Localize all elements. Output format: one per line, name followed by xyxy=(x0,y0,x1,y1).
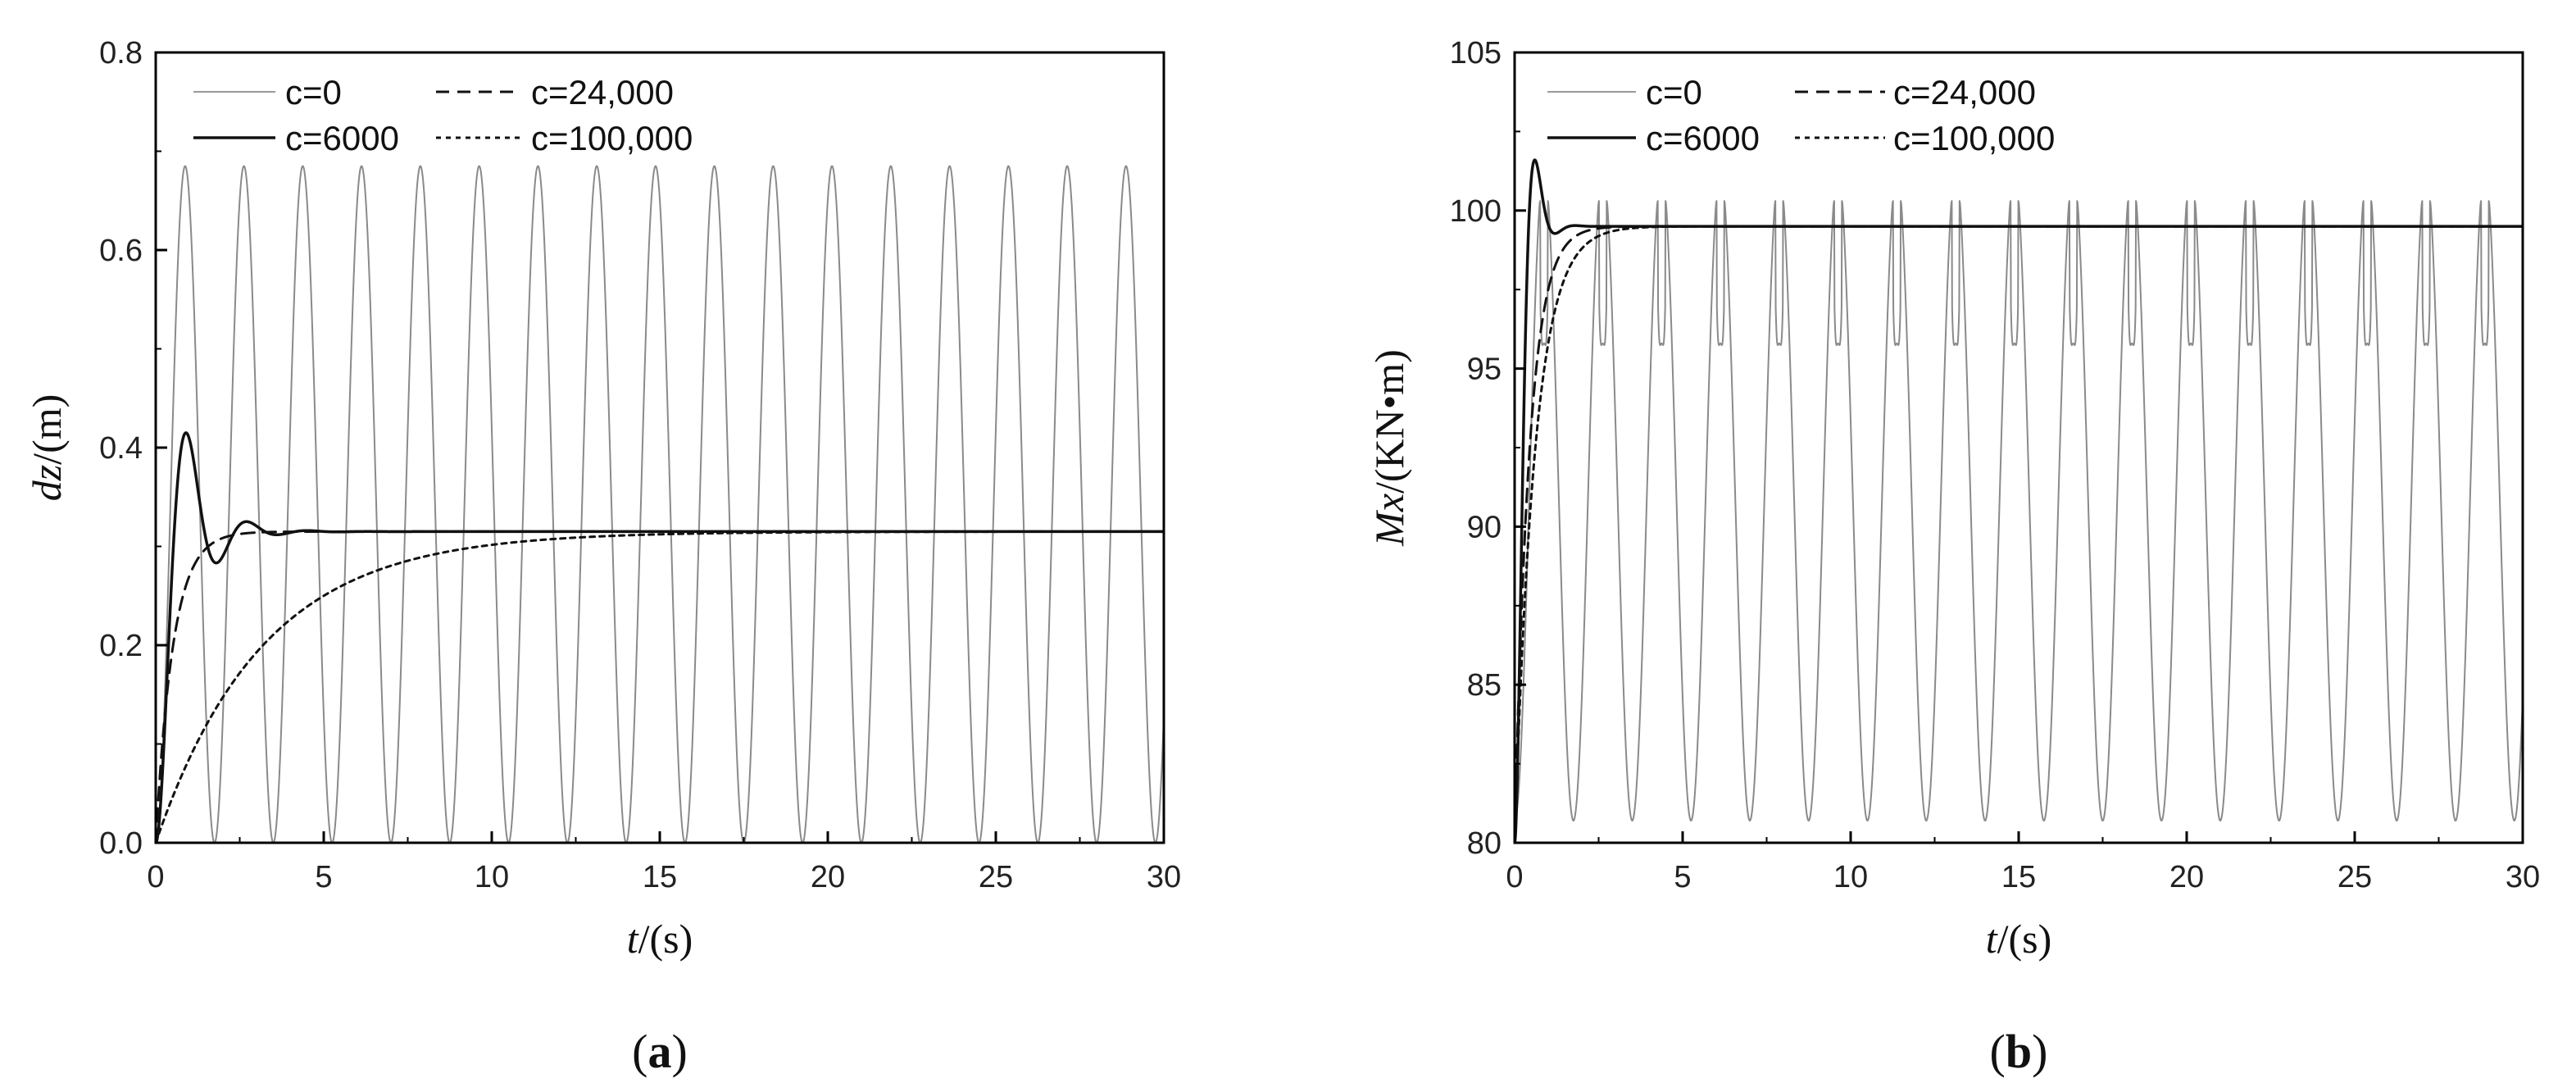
x-tick-label-a: 5 xyxy=(315,860,332,894)
legend-b-label-c100000: c=100,000 xyxy=(1893,119,2055,157)
series-line-a-c100000 xyxy=(156,530,1164,843)
y-axis-label-b: Mx/(KN•m) xyxy=(1366,349,1412,547)
y-tick-label-b: 100 xyxy=(1450,194,1502,229)
y-tick-label-a: 0.8 xyxy=(99,36,143,71)
y-axis-unit-b: /(KN•m) xyxy=(1366,349,1412,494)
x-tick-label-a: 10 xyxy=(475,860,509,894)
legend-a-label-c100000: c=100,000 xyxy=(531,119,693,157)
legend-a-label-c0: c=0 xyxy=(285,73,342,111)
legend-b: c=0 c=24,000 c=6000 c=100,000 xyxy=(1547,73,2055,157)
y-tick-label-b: 105 xyxy=(1450,36,1502,71)
x-tick-label-b: 0 xyxy=(1506,860,1523,894)
y-tick-label-a: 0.4 xyxy=(99,431,143,466)
x-tick-label-b: 15 xyxy=(2001,860,2036,894)
series-line-a-c0 xyxy=(156,165,1164,843)
x-tick-label-b: 20 xyxy=(2169,860,2204,894)
legend-a-label-c24000: c=24,000 xyxy=(531,73,674,111)
x-axis-var-a: t xyxy=(627,916,639,962)
chart-panel-b: 0 5 10 15 20 25 30 80 85 90 95 100 105 c=0 c=24,000 … xyxy=(1366,36,2540,1078)
x-axis-unit-b: /(s) xyxy=(1997,916,2052,962)
series-line-b-c100000 xyxy=(1515,225,2523,843)
y-tick-label-a: 0.0 xyxy=(99,826,143,861)
x-axis-label-b: t/(s) xyxy=(1986,916,2052,962)
panel-label-a: (a) xyxy=(632,1025,688,1078)
legend-a-label-c6000: c=6000 xyxy=(285,119,399,157)
y-axis-var-b: Mx xyxy=(1366,494,1412,547)
legend-a: c=0 c=24,000 c=6000 c=100,000 xyxy=(193,73,693,157)
series-layer-a xyxy=(156,165,1164,843)
x-tick-label-a: 20 xyxy=(811,860,845,894)
series-line-b-c0 xyxy=(1515,200,2523,822)
series-layer-b xyxy=(1515,158,2523,843)
x-tick-label-a: 0 xyxy=(147,860,164,894)
x-axis-label-a: t/(s) xyxy=(627,916,693,962)
y-tick-label-b: 85 xyxy=(1467,668,1502,703)
ticks-layer-a: 0 5 10 15 20 25 30 0.0 0.2 0.4 0.6 0.8 xyxy=(99,36,1181,894)
x-tick-label-a: 15 xyxy=(643,860,677,894)
panel-label-b: (b) xyxy=(1990,1025,2048,1078)
x-tick-label-a: 25 xyxy=(979,860,1013,894)
panel-letter-a: a xyxy=(648,1025,672,1078)
y-tick-label-b: 90 xyxy=(1467,510,1502,544)
x-tick-label-b: 5 xyxy=(1674,860,1691,894)
y-tick-label-b: 95 xyxy=(1467,353,1502,387)
legend-b-label-c6000: c=6000 xyxy=(1646,119,1760,157)
y-tick-label-b: 80 xyxy=(1467,826,1502,861)
y-tick-label-a: 0.2 xyxy=(99,629,143,663)
x-tick-label-b: 30 xyxy=(2506,860,2540,894)
x-tick-label-b: 25 xyxy=(2337,860,2372,894)
legend-b-label-c24000: c=24,000 xyxy=(1893,73,2036,111)
x-axis-unit-a: /(s) xyxy=(638,916,693,962)
y-axis-var-a: dz xyxy=(24,465,70,501)
chart-panel-a: 0 5 10 15 20 25 30 0.0 0.2 0.4 0.6 0.8 c=0 c=24,000… xyxy=(24,36,1181,1078)
y-tick-label-a: 0.6 xyxy=(99,234,143,268)
x-tick-label-b: 10 xyxy=(1833,860,1868,894)
ticks-layer-b: 0 5 10 15 20 25 30 80 85 90 95 100 105 xyxy=(1450,36,2541,894)
panel-letter-b: b xyxy=(2006,1025,2032,1078)
y-axis-unit-a: /(m) xyxy=(24,394,70,465)
x-axis-var-b: t xyxy=(1986,916,1998,962)
x-tick-label-a: 30 xyxy=(1147,860,1181,894)
y-axis-label-a: dz/(m) xyxy=(24,394,70,502)
legend-b-label-c0: c=0 xyxy=(1646,73,1702,111)
